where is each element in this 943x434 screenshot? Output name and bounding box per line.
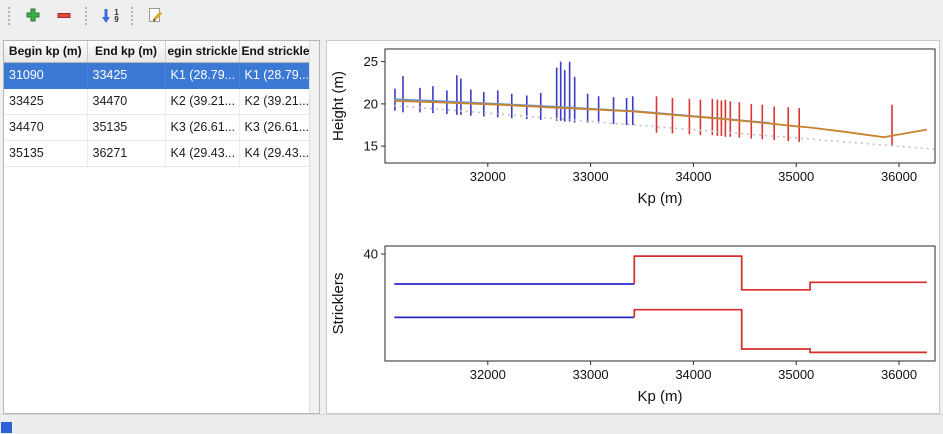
y-axis-label: Height (m) (330, 71, 347, 141)
strickler-zones-table-panel: Begin kp (m) End kp (m) egin strickle En… (3, 40, 320, 414)
table-cell[interactable]: K4 (29.43... (165, 140, 240, 167)
y-tick-label: 40 (364, 247, 378, 262)
x-tick-label: 33000 (573, 367, 609, 382)
column-header-begin-strickler[interactable]: egin strickle (165, 41, 240, 63)
x-tick-label: 35000 (778, 169, 814, 184)
table-row[interactable]: 35135 36271 K4 (29.43... K4 (29.43... (4, 140, 312, 167)
table-cell[interactable]: 34470 (4, 114, 88, 141)
minus-icon (56, 7, 72, 26)
table-cell[interactable]: K1 (28.79... (239, 62, 312, 89)
x-tick-label: 32000 (470, 367, 506, 382)
bank-level-line (394, 100, 928, 139)
bottom-level-dotted-line (394, 104, 935, 150)
table-cell[interactable]: K2 (39.21... (165, 88, 240, 115)
table-scrollbar[interactable] (309, 41, 319, 413)
y-tick-label: 20 (364, 96, 378, 111)
y-tick-label: 15 (364, 139, 378, 154)
sort-digit-top: 1 (114, 8, 119, 17)
x-tick-label: 35000 (778, 367, 814, 382)
table-cell[interactable]: K2 (39.21... (239, 88, 312, 115)
x-tick-label: 36000 (881, 169, 917, 184)
table-cell[interactable]: 36271 (87, 140, 166, 167)
y-tick-label: 25 (364, 54, 378, 69)
x-tick-label: 32000 (470, 169, 506, 184)
toolbar-separator (85, 7, 89, 25)
table-cell[interactable]: 34470 (87, 88, 166, 115)
table-cell[interactable]: K3 (26.61... (239, 114, 312, 141)
table-cell[interactable]: K4 (29.43... (239, 140, 312, 167)
x-tick-label: 36000 (881, 367, 917, 382)
status-indicator-icon (1, 422, 12, 433)
x-tick-label: 34000 (675, 367, 711, 382)
strickler-major-other-zones (633, 255, 927, 291)
sort-numeric-down-icon: 1 9 (101, 8, 119, 24)
edit-button[interactable] (143, 4, 169, 28)
y-axis-label: Stricklers (330, 273, 347, 335)
table-cell[interactable]: 35135 (4, 140, 88, 167)
x-axis-label: Kp (m) (638, 190, 683, 207)
table-row[interactable]: 33425 34470 K2 (39.21... K2 (39.21... (4, 88, 312, 115)
remove-row-button[interactable] (51, 4, 77, 28)
table-cell[interactable]: 31090 (4, 62, 88, 89)
column-header-begin-kp[interactable]: Begin kp (m) (4, 41, 88, 63)
x-tick-label: 34000 (675, 169, 711, 184)
column-header-end-kp[interactable]: End kp (m) (87, 41, 166, 63)
table-cell[interactable]: K1 (28.79... (165, 62, 240, 89)
table-header-row: Begin kp (m) End kp (m) egin strickle En… (4, 41, 312, 63)
table-row[interactable]: 34470 35135 K3 (26.61... K3 (26.61... (4, 114, 312, 141)
table-cell[interactable]: K3 (26.61... (165, 114, 240, 141)
table-cell[interactable]: 33425 (87, 62, 166, 89)
plot-frame (384, 48, 936, 164)
strickler-minor-other-zones (633, 308, 927, 354)
table-cell[interactable]: 33425 (4, 88, 88, 115)
x-axis-label: Kp (m) (638, 388, 683, 405)
table-row[interactable]: 31090 33425 K1 (28.79... K1 (28.79... (4, 62, 312, 89)
plus-icon (25, 7, 41, 26)
main-area: Begin kp (m) End kp (m) egin strickle En… (3, 40, 940, 414)
toolbar-separator (131, 7, 135, 25)
column-header-end-strickler[interactable]: End strickler (239, 41, 312, 63)
sort-rows-button[interactable]: 1 9 (97, 4, 123, 28)
strickler-zones-table: Begin kp (m) End kp (m) egin strickle En… (4, 41, 312, 167)
charts-panel: 32000 33000 34000 35000 36000 15 20 25 Kp (m) Hei… (326, 40, 940, 414)
status-bar (0, 414, 943, 434)
sort-digit-bottom: 9 (114, 15, 119, 24)
x-tick-label: 33000 (573, 169, 609, 184)
table-cell[interactable]: 35135 (87, 114, 166, 141)
toolbar-drag-handle[interactable] (8, 7, 12, 25)
stricklers-chart[interactable]: 32000 33000 34000 35000 36000 40 Kp (m) Strickl… (327, 232, 939, 414)
height-profile-chart[interactable]: 32000 33000 34000 35000 36000 15 20 25 Kp (m) Hei… (327, 41, 939, 227)
toolbar: 1 9 (0, 0, 943, 32)
plot-frame (384, 245, 936, 362)
add-row-button[interactable] (20, 4, 46, 28)
edit-pencil-icon (147, 6, 165, 27)
